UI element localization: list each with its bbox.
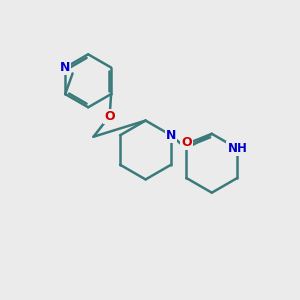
Text: O: O	[182, 136, 192, 149]
Text: N: N	[60, 61, 70, 74]
Text: N: N	[166, 129, 176, 142]
Text: O: O	[104, 110, 115, 123]
Text: NH: NH	[227, 142, 247, 155]
